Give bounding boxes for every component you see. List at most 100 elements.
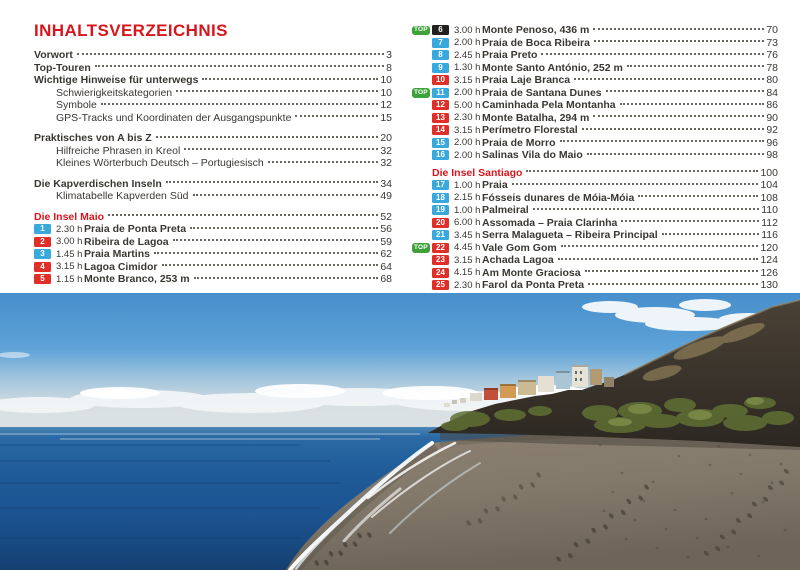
page-number: 108 — [760, 191, 778, 204]
dotted-leader — [108, 214, 379, 217]
toc-entry-row: Wichtige Hinweise für unterwegs 10 — [34, 74, 392, 87]
dotted-leader — [526, 170, 759, 173]
tour-number-badge: 24 — [432, 267, 449, 278]
page-number: 84 — [766, 86, 778, 99]
dotted-leader — [165, 181, 379, 184]
page-number: 110 — [761, 204, 778, 217]
tour-duration: 3.15 h — [56, 261, 83, 273]
toc-tour-row: 25 2.30 h Farol da Ponta Preta 130 — [412, 279, 778, 292]
toc-tour-row: 8 2.45 h Praia Preto 76 — [412, 49, 778, 62]
tour-number-badge: 21 — [432, 230, 449, 241]
toc-tour-row: 9 1.30 h Monte Santo António, 252 m 78 — [412, 62, 778, 75]
toc-entry-row: Vorwort 3 — [34, 49, 392, 62]
entry-label: Farol da Ponta Preta — [482, 279, 585, 292]
tour-number-badge: 5 — [34, 274, 51, 285]
toc-entry-row: Praktisches von A bis Z 20 — [34, 132, 392, 145]
dotted-leader — [100, 102, 379, 105]
tour-number-badge: 17 — [432, 180, 449, 191]
tour-duration: 2.30 h — [454, 112, 481, 124]
tour-duration: 2.30 h — [454, 279, 481, 291]
tour-duration: 5.00 h — [454, 99, 481, 111]
page-number: 76 — [766, 49, 778, 62]
entry-label: Schwierigkeitskategorien — [56, 86, 173, 99]
toc-entry-row: Top-Touren 8 — [34, 62, 392, 75]
toc-column-left: Vorwort 3 Top-Touren 8 Wichtige Hinweise für… — [34, 49, 392, 286]
toc-entry-row: GPS-Tracks und Koordinaten der Ausgangsp… — [34, 112, 392, 125]
toc-tour-row: TOP 11 2.00 h Praia de Santana Dunes 84 — [412, 87, 778, 100]
entry-label: Wichtige Hinweise für unterwegs — [34, 74, 199, 87]
page-number: 10 — [380, 86, 392, 99]
entry-label: Symbole — [56, 99, 97, 112]
page-number: 34 — [380, 177, 392, 190]
dotted-leader — [511, 182, 759, 185]
entry-label: Die Kapverdischen Inseln — [34, 177, 162, 190]
page-number: 130 — [760, 279, 778, 292]
entry-label: Lagoa Cimidor — [84, 260, 158, 273]
dotted-leader — [161, 264, 379, 267]
toc-entry-row: Klimatabelle Kapverden Süd 49 — [34, 190, 392, 203]
toc-section-heading: Die Insel Maio 52 — [34, 211, 392, 224]
dotted-leader — [184, 148, 379, 151]
tour-duration: 2.00 h — [454, 149, 481, 161]
entry-label: Am Monte Graciosa — [482, 266, 581, 279]
dotted-leader — [202, 77, 379, 80]
page-number: 32 — [380, 157, 392, 170]
tour-number-badge: 9 — [432, 62, 449, 73]
page-number: 64 — [380, 260, 392, 273]
page-number: 120 — [760, 241, 778, 254]
toc-tour-row: 5 1.15 h Monte Branco, 253 m 68 — [34, 273, 392, 286]
dotted-leader — [190, 226, 379, 229]
dotted-leader — [593, 40, 765, 43]
entry-label: Monte Batalha, 294 m — [482, 111, 590, 124]
toc-entry-row: Hilfreiche Phrasen in Kreol 32 — [34, 145, 392, 158]
tour-number-badge: 2 — [34, 236, 51, 247]
dotted-leader — [559, 140, 765, 143]
tour-number-badge: 1 — [34, 224, 51, 235]
dotted-leader — [153, 251, 379, 254]
dotted-leader — [586, 152, 765, 155]
page-number: 52 — [380, 210, 392, 223]
toc-tour-row: TOP 6 3.00 h Monte Penoso, 436 m 70 — [412, 24, 778, 37]
tour-number-badge: 19 — [432, 205, 449, 216]
dotted-leader — [574, 77, 765, 80]
toc-section-heading: Die Insel Santiago 100 — [432, 167, 778, 180]
entry-label: Praktisches von A bis Z — [34, 132, 152, 145]
top-badge-slot: TOP — [412, 25, 432, 35]
page-number: 80 — [766, 74, 778, 87]
entry-label: Klimatabelle Kapverden Süd — [56, 190, 189, 203]
entry-label: Praia de Ponta Preta — [84, 223, 187, 236]
dotted-leader — [560, 245, 759, 248]
photo-cliff — [428, 299, 800, 447]
dotted-leader — [619, 102, 765, 105]
entry-label: Top-Touren — [34, 61, 91, 74]
top-badge: TOP — [412, 88, 430, 98]
tour-duration: 3.00 h — [56, 236, 83, 248]
dotted-leader — [638, 195, 759, 198]
tour-duration: 2.00 h — [454, 37, 481, 49]
entry-label: Palmeiral — [482, 204, 529, 217]
dotted-leader — [192, 193, 379, 196]
tour-duration: 1.45 h — [56, 248, 83, 260]
section-heading-label: Die Insel Santiago — [432, 166, 523, 179]
section-gap — [34, 170, 392, 178]
tour-duration: 6.00 h — [454, 217, 481, 229]
entry-label: Monte Branco, 253 m — [84, 273, 190, 286]
tour-number-badge: 20 — [432, 217, 449, 228]
toc-tour-row: 7 2.00 h Praia de Boca Ribeira 73 — [412, 37, 778, 50]
toc-tour-row: 17 1.00 h Praia 104 — [412, 179, 778, 192]
entry-label: Serra Malagueta – Ribeira Principal — [482, 229, 658, 242]
page-number: 49 — [380, 190, 392, 203]
tour-number-badge: 6 — [432, 25, 449, 36]
tour-number-badge: 14 — [432, 125, 449, 136]
page-number: 104 — [760, 179, 778, 192]
tour-duration: 3.15 h — [454, 74, 481, 86]
toc-tour-row: 20 6.00 h Assomada – Praia Clarinha 112 — [412, 217, 778, 230]
dotted-leader — [295, 115, 379, 118]
page-number: 86 — [766, 99, 778, 112]
toc-tour-row: 21 3.45 h Serra Malagueta – Ribeira Princi… — [412, 229, 778, 242]
dotted-leader — [541, 52, 765, 55]
page-number: 20 — [380, 132, 392, 145]
dotted-leader — [661, 232, 760, 235]
entry-label: Monte Santo António, 252 m — [482, 61, 623, 74]
entry-label: Fósseis dunares de Móia-Móia — [482, 191, 635, 204]
